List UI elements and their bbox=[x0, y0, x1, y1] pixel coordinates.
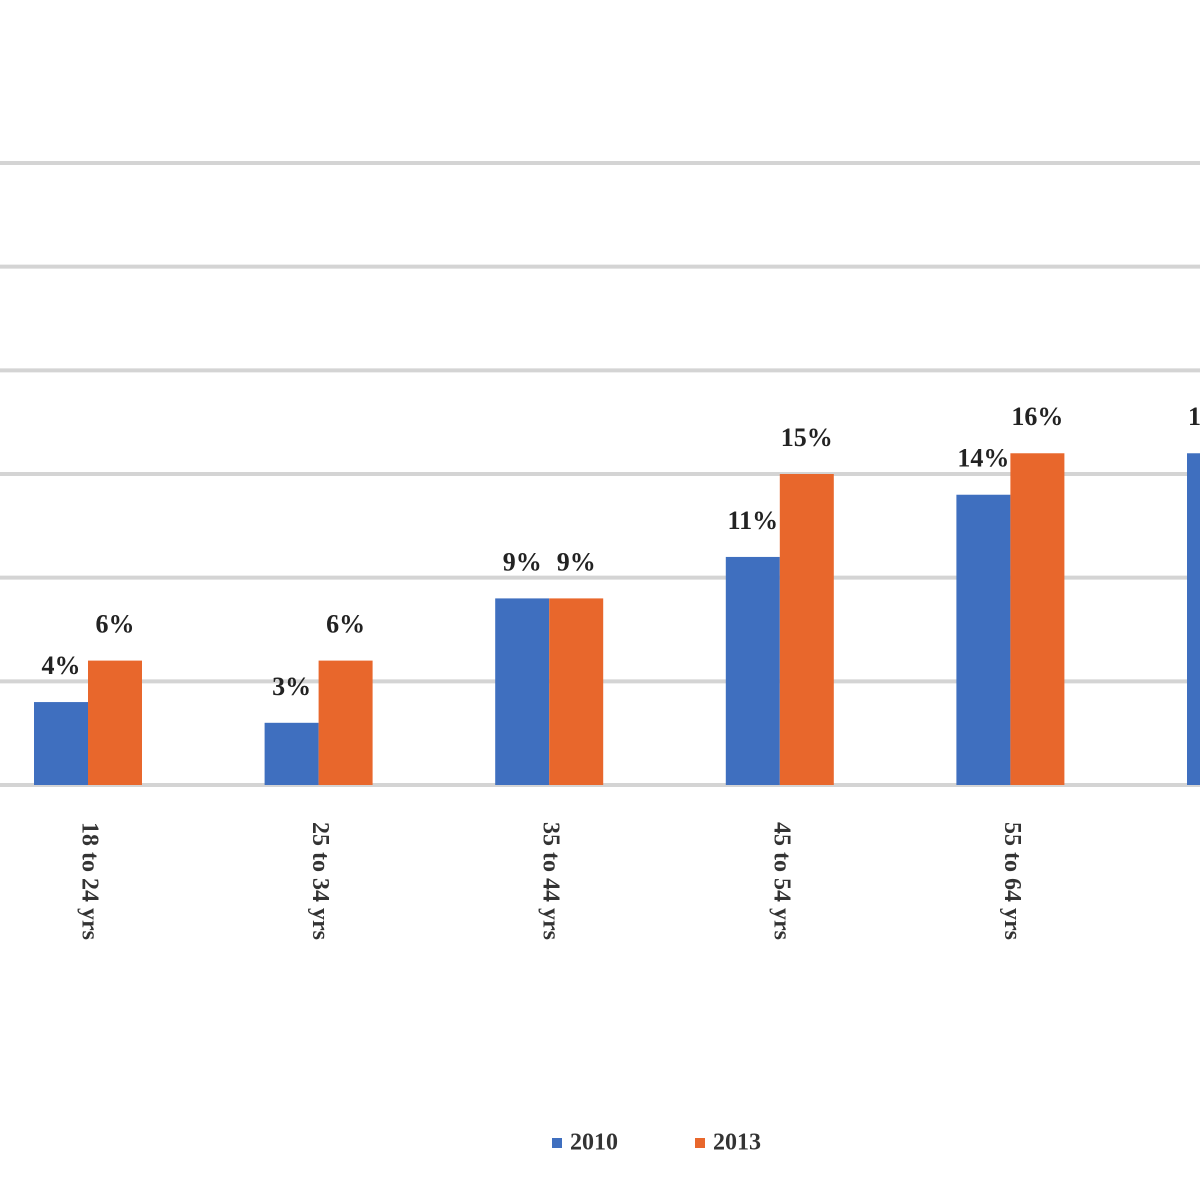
x-tick-label: 18 to 24 yrs bbox=[76, 822, 102, 940]
legend-label: 2013 bbox=[713, 1130, 761, 1156]
bar bbox=[956, 494, 1011, 785]
bar bbox=[1187, 453, 1200, 785]
legend-swatch bbox=[552, 1138, 562, 1148]
bar bbox=[318, 660, 373, 785]
value-label: 11% bbox=[728, 506, 779, 535]
value-label: 3% bbox=[272, 672, 311, 701]
legend-swatch bbox=[695, 1138, 705, 1148]
bar bbox=[34, 702, 88, 785]
legend-label: 2010 bbox=[570, 1130, 618, 1156]
x-tick-label: 25 to 34 yrs bbox=[307, 822, 333, 940]
value-label: 16% bbox=[1011, 402, 1063, 431]
x-tick-label: 55 to 64 yrs bbox=[999, 822, 1025, 940]
bar bbox=[725, 556, 780, 785]
value-label: 16% bbox=[1188, 402, 1200, 431]
value-label: 15% bbox=[781, 423, 833, 452]
bar bbox=[264, 722, 319, 785]
value-label: 9% bbox=[503, 547, 542, 576]
value-label: 4% bbox=[42, 651, 81, 680]
value-label: 14% bbox=[957, 444, 1009, 473]
bar bbox=[495, 598, 550, 785]
value-label: 6% bbox=[96, 610, 135, 639]
bar bbox=[779, 474, 834, 785]
bar bbox=[88, 660, 142, 785]
value-label: 6% bbox=[326, 610, 365, 639]
value-label: 9% bbox=[557, 547, 596, 576]
bar bbox=[1010, 453, 1065, 785]
x-tick-label: 35 to 44 yrs bbox=[538, 822, 564, 940]
x-tick-label: 45 to 54 yrs bbox=[768, 822, 794, 940]
bar bbox=[549, 598, 604, 785]
